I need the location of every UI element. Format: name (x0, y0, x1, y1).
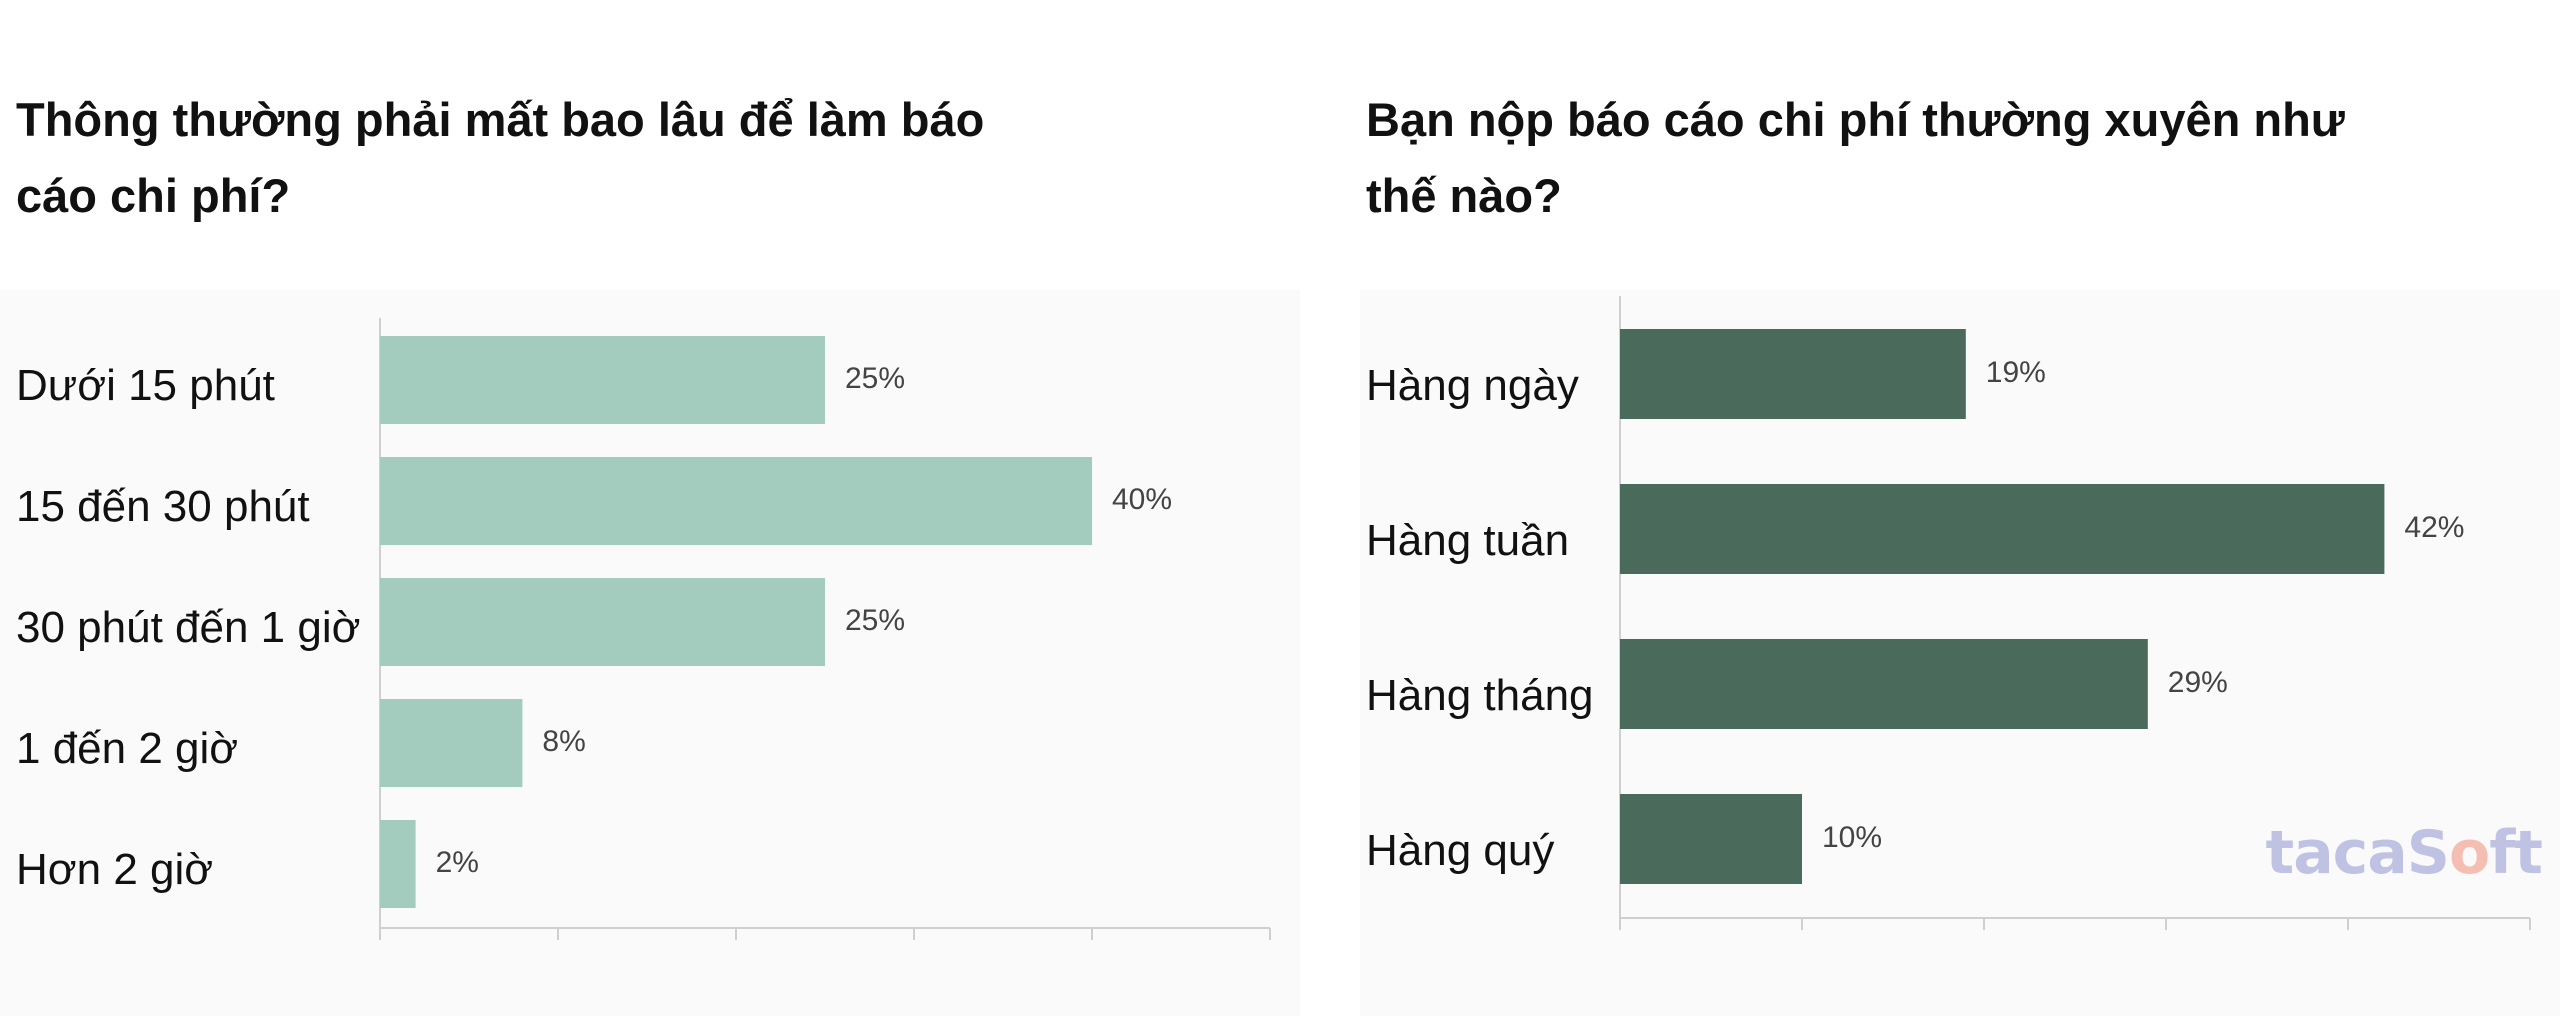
data-label: 25% (845, 604, 905, 637)
tacasoft-logo: tacaSoft (2265, 818, 2543, 888)
data-label: 40% (1112, 483, 1172, 516)
category-label: Dưới 15 phút (16, 361, 275, 410)
bar (1620, 794, 1802, 884)
bar-chart-frequency: 19% 42% 29% 10% (1619, 296, 2531, 930)
data-label: 2% (436, 846, 479, 879)
bar (380, 820, 416, 908)
data-label: 10% (1822, 821, 1882, 854)
chart-title: Thông thường phải mất bao lâu để làm báo… (16, 93, 985, 222)
bar (380, 336, 825, 424)
data-label: 19% (1986, 356, 2046, 389)
category-label: Hàng tuần (1366, 516, 1570, 565)
bar (1620, 639, 2148, 729)
data-label: 25% (845, 362, 905, 395)
bar (380, 457, 1092, 545)
chart-panel-frequency: Bạn nộp báo cáo chi phí thường xuyên như… (1360, 0, 2560, 1016)
data-label: 42% (2404, 511, 2464, 544)
chart-title: Bạn nộp báo cáo chi phí thường xuyên như… (1366, 93, 2345, 222)
bar (380, 699, 523, 787)
bar-chart-duration: 25% 40% 25% 8% 2% (379, 318, 1271, 940)
category-label: Hàng ngày (1366, 361, 1579, 410)
category-label: Hàng quý (1366, 826, 1555, 875)
category-label: 15 đến 30 phút (16, 482, 310, 531)
category-label: 1 đến 2 giờ (16, 724, 239, 773)
chart-panel-duration: Thông thường phải mất bao lâu để làm báo… (16, 93, 1271, 940)
data-label: 29% (2168, 666, 2228, 699)
bar (380, 578, 825, 666)
category-label: 30 phút đến 1 giờ (16, 603, 361, 652)
category-label: Hàng tháng (1366, 671, 1594, 720)
data-label: 8% (542, 725, 585, 758)
category-label: Hơn 2 giờ (16, 845, 214, 894)
bar (1620, 329, 1966, 419)
bar (1620, 484, 2385, 574)
